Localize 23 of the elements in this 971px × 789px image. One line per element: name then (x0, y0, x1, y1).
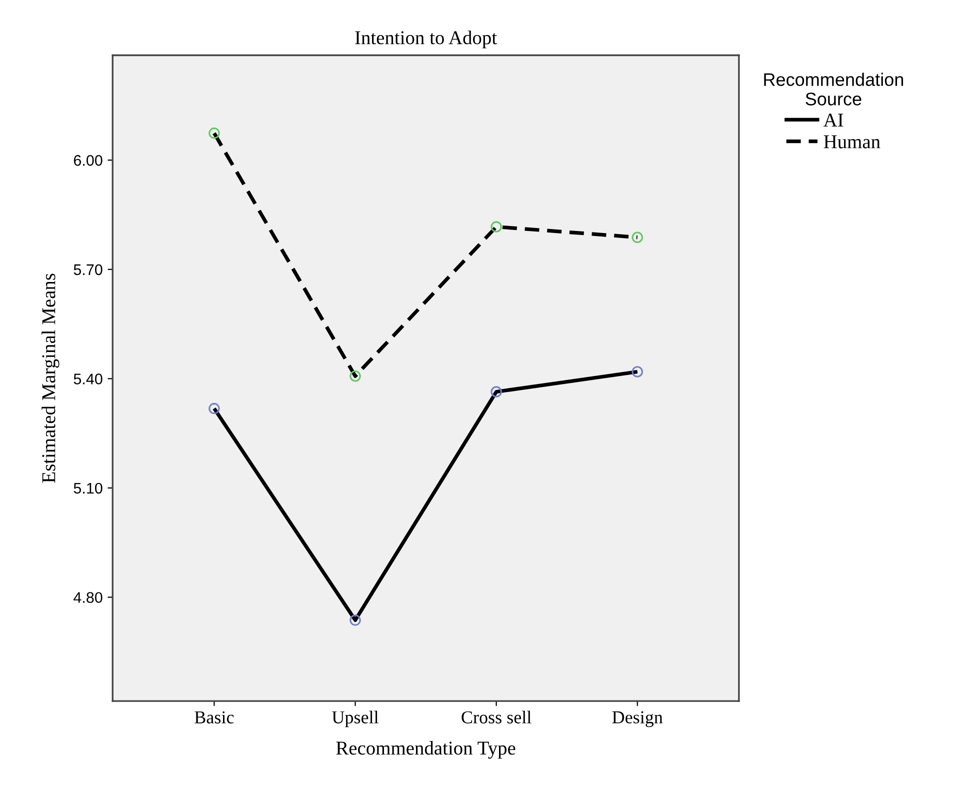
point (350, 370, 361, 382)
x-tick-label: Basic (194, 711, 234, 724)
y-tick-label: 6.00 (74, 155, 102, 166)
chart-title: Intention to Adopt (355, 30, 497, 48)
x-tick-label: Design (612, 711, 663, 728)
y-tick-label: 5.40 (74, 374, 102, 384)
point (490, 386, 502, 398)
y-tick-label: 4.80 (74, 592, 102, 603)
point (632, 366, 643, 378)
x-tick-label: Upsell (332, 710, 378, 728)
point (632, 232, 643, 243)
y-axis-title: Estimated Marginal Means (42, 274, 60, 483)
point (490, 221, 502, 232)
y-tick-label: 5.70 (74, 264, 102, 276)
legend-label: Human (824, 135, 880, 148)
legend-label: AI (823, 114, 844, 127)
y-tick-label: 5.10 (74, 482, 102, 494)
point (350, 614, 361, 626)
legend-title: Recommendation Source (764, 72, 904, 106)
x-axis-title: Recommendation Type (336, 741, 516, 759)
point (208, 128, 220, 139)
point (208, 402, 220, 414)
x-tick-label: Cross sell (462, 710, 532, 724)
